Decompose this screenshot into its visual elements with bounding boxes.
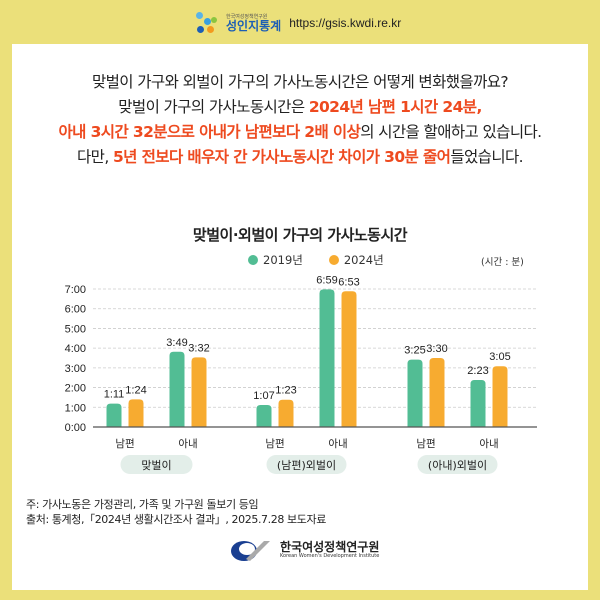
intro-text-highlight: 2024년 남편 1시간 24분, — [308, 98, 483, 116]
legend-item-2019: 2019년 — [248, 252, 303, 268]
x-category-label: 남편 — [115, 437, 134, 450]
intro-text-plain: 의 시간을 할애하고 있습니다. — [360, 123, 542, 141]
kwdi-emblem-icon — [231, 541, 270, 561]
org-name: 한국여성정책연구원 — [280, 539, 380, 554]
bar-2019 — [169, 351, 185, 427]
intro-line-4: 다만, 5년 전보다 배우자 간 가사노동시간 차이가 30분 줄어들었습니다. — [12, 145, 588, 170]
intro-line-1: 맞벌이 가구와 외벌이 가구의 가사노동시간은 어떻게 변화했을까요? — [91, 73, 509, 91]
intro-line-2: 맞벌이 가구의 가사노동시간은 2024년 남편 1시간 24분, — [12, 95, 588, 120]
logo-subtitle: 한국여성정책연구원 — [226, 13, 268, 20]
notes: 주: 가사노동은 가정관리, 가족 및 가구원 돌보기 등임 출처: 통계청,「… — [26, 497, 326, 527]
bar-2024 — [191, 357, 207, 427]
y-tick-label: 3:00 — [65, 363, 86, 375]
gsis-logo: 한국여성정책연구원 성인지통계 — [226, 13, 282, 33]
chart-legend: 2019년 2024년 — [248, 252, 384, 268]
bar-2024 — [429, 358, 445, 427]
data-label: 2:23 — [467, 365, 488, 377]
logo-name: 성인지통계 — [226, 18, 282, 33]
bar-2024 — [492, 366, 508, 427]
data-label: 3:32 — [188, 342, 209, 354]
bar-2024 — [128, 399, 144, 427]
legend-item-2024: 2024년 — [328, 252, 384, 268]
unit-label: (시간 : 분) — [481, 257, 524, 268]
y-tick-label: 7:00 — [65, 284, 86, 296]
y-tick-label: 1:00 — [65, 402, 86, 414]
note-text: 주: 가사노동은 가정관리, 가족 및 가구원 돌보기 등임 — [26, 498, 259, 511]
legend-label: 2019년 — [263, 253, 303, 267]
group-label-pill — [266, 455, 347, 474]
data-label: 1:23 — [275, 385, 296, 397]
data-label: 6:53 — [338, 276, 359, 288]
data-label: 1:07 — [253, 390, 274, 402]
intro-text-highlight: 5년 전보다 배우자 간 가사노동시간 차이가 30분 줄어 — [113, 148, 451, 166]
legend-dot-icon — [248, 255, 258, 265]
bar-2019 — [256, 404, 272, 427]
x-category-label: 아내 — [178, 438, 197, 450]
group-label: (아내)외벌이 — [428, 459, 487, 472]
group-label-pill — [120, 455, 193, 474]
bar-2019 — [319, 289, 335, 427]
data-label: 1:11 — [104, 389, 125, 401]
group-label: (남편)외벌이 — [277, 459, 336, 472]
intro-line-3: 아내 3시간 32분으로 아내가 남편보다 2배 이상의 시간을 할애하고 있습… — [12, 120, 588, 145]
x-category-label: 아내 — [328, 438, 347, 450]
data-label: 3:49 — [166, 337, 187, 349]
bar-2024 — [341, 291, 357, 427]
content-panel — [12, 44, 588, 590]
bar-2024 — [278, 399, 294, 427]
data-label: 1:24 — [125, 384, 146, 396]
data-label: 3:25 — [404, 345, 425, 357]
kwdi-logo: 한국여성정책연구원 Korean Women's Development Ins… — [228, 537, 379, 563]
x-category-label: 아내 — [479, 438, 498, 450]
intro-text-plain: 다만, — [77, 148, 113, 166]
x-category-label: 남편 — [416, 437, 435, 450]
y-tick-label: 4:00 — [65, 343, 86, 355]
legend-label: 2024년 — [343, 253, 384, 267]
gsis-logo-icon — [196, 12, 218, 34]
source-text: 출처: 통계청,「2024년 생활시간조사 결과」, 2025.7.28 보도자… — [26, 513, 326, 526]
intro-text-plain: 들었습니다. — [450, 148, 523, 166]
group-label: 맞벌이 — [141, 459, 171, 472]
y-tick-label: 6:00 — [65, 304, 86, 316]
data-label: 3:05 — [489, 351, 510, 363]
header: 한국여성정책연구원 성인지통계 https://gsis.kwdi.re.kr — [196, 8, 401, 38]
site-url[interactable]: https://gsis.kwdi.re.kr — [289, 16, 402, 30]
data-label: 6:59 — [316, 274, 337, 286]
data-label: 3:30 — [426, 343, 447, 355]
intro-text: 맞벌이 가구와 외벌이 가구의 가사노동시간은 어떻게 변화했을까요? 맞벌이 … — [12, 70, 588, 170]
x-category-label: 남편 — [265, 437, 284, 450]
group-label-pill — [417, 455, 498, 474]
org-name-english: Korean Women's Development Institute — [280, 552, 380, 559]
y-tick-label: 5:00 — [65, 323, 86, 335]
intro-text-plain: 맞벌이 가구의 가사노동시간은 — [118, 98, 309, 116]
bar-2019 — [106, 403, 122, 427]
legend-dot-icon — [328, 255, 339, 265]
y-tick-label: 2:00 — [65, 383, 86, 395]
intro-text-highlight: 아내 3시간 32분으로 아내가 남편보다 2배 이상 — [58, 123, 361, 141]
chart-title: 맞벌이·외벌이 가구의 가사노동시간 — [192, 226, 408, 244]
bar-2019 — [407, 359, 423, 427]
y-tick-label: 0:00 — [65, 422, 86, 434]
bar-2019 — [470, 380, 486, 427]
